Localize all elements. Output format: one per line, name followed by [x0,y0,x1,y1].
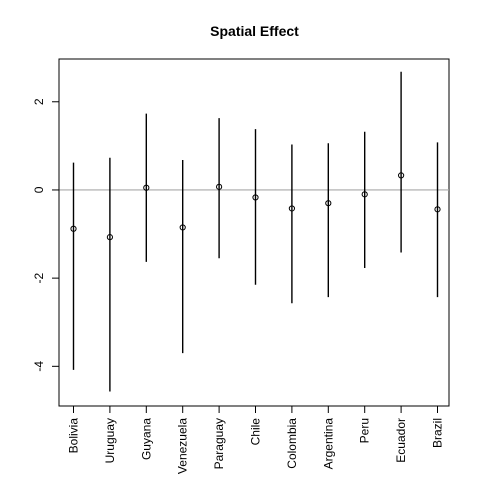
estimate-point [70,225,77,232]
estimate-point [434,206,441,213]
chart-title: Spatial Effect [210,23,299,39]
x-tick-label: Brazil [431,418,445,448]
estimate-point [325,200,332,207]
x-tick-label: Uruguay [103,418,117,463]
y-tick-label: 0 [32,186,46,193]
y-tick-label: -4 [32,361,46,372]
y-tick-label: 2 [32,98,46,105]
x-tick-label: Argentina [321,418,335,470]
x-tick-label: Venezuela [176,418,190,474]
x-tick-label: Peru [358,418,372,443]
y-tick-label: -2 [32,272,46,283]
x-tick-label: Chile [249,418,263,446]
plot-frame [58,58,450,407]
x-tick-label: Guyana [139,418,153,460]
estimate-point [288,205,295,212]
x-tick-label: Colombia [285,418,299,469]
estimate-point [143,184,150,191]
estimate-point [106,234,114,241]
estimate-point [252,194,259,201]
x-tick-label: Ecuador [394,418,408,463]
estimate-point [179,224,186,231]
x-tick-label: Bolivia [67,418,81,454]
estimate-point [361,191,368,198]
estimate-point [398,172,405,179]
x-tick-label: Paraguay [212,418,226,469]
estimate-point [216,183,223,190]
